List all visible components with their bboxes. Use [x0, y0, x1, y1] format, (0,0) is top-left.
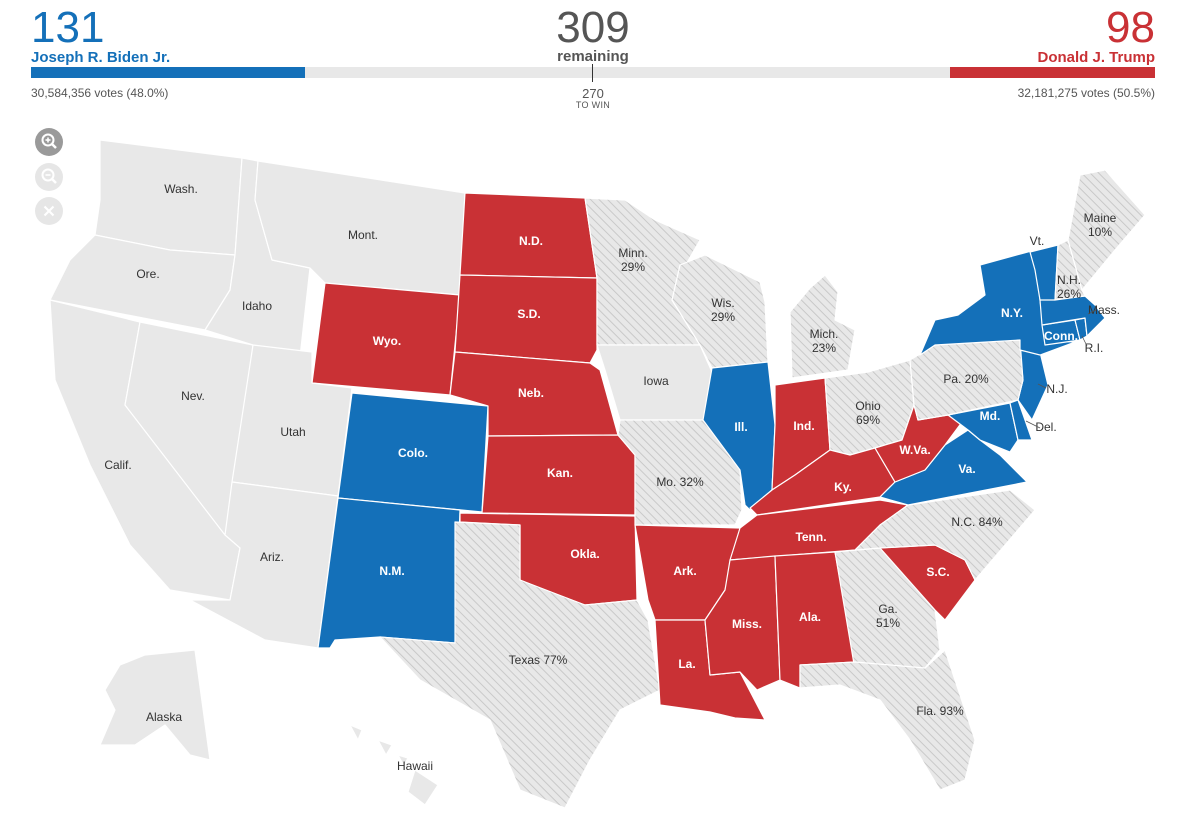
- label-vt: Vt.: [1030, 234, 1045, 248]
- label-ky: Ky.: [834, 480, 852, 494]
- state-labels: Wash. Ore. Calif. Nev. Idaho Mont. Wyo. …: [104, 182, 1120, 773]
- state-il[interactable]: [702, 361, 776, 511]
- label-nv: Nev.: [181, 389, 205, 403]
- label-mt: Mont.: [348, 228, 378, 242]
- label-ok: Okla.: [570, 547, 599, 561]
- state-fl[interactable]: [799, 649, 976, 791]
- label-wy: Wyo.: [373, 334, 401, 348]
- label-la: La.: [678, 657, 695, 671]
- label-fl: Fla. 93%: [916, 704, 964, 718]
- state-nc[interactable]: [854, 489, 1036, 581]
- label-ks: Kan.: [547, 466, 573, 480]
- label-ak: Alaska: [146, 710, 182, 724]
- win-threshold-label: TO WIN: [575, 100, 611, 110]
- state-me[interactable]: [1067, 169, 1146, 291]
- label-ne: Neb.: [518, 386, 544, 400]
- label-ct: Conn.: [1044, 329, 1078, 343]
- label-nc: N.C. 84%: [951, 515, 1003, 529]
- zoom-in-button[interactable]: [35, 128, 63, 156]
- label-sd: S.D.: [517, 307, 540, 321]
- state-leader-lines: [1025, 309, 1097, 429]
- label-az: Ariz.: [260, 550, 284, 564]
- label-al: Ala.: [799, 610, 821, 624]
- state-hi[interactable]: [349, 724, 439, 806]
- label-mi: Mich. 23%: [810, 327, 839, 355]
- label-in: Ind.: [793, 419, 814, 433]
- state-nh[interactable]: [1054, 239, 1086, 301]
- label-de: Del.: [1035, 420, 1056, 434]
- reset-map-button[interactable]: [35, 197, 63, 225]
- label-ma: Mass.: [1088, 303, 1120, 317]
- remaining-count: 309: [556, 3, 630, 52]
- label-pa: Pa. 20%: [943, 372, 989, 386]
- label-md: Md.: [980, 409, 1001, 423]
- label-tn: Tenn.: [795, 530, 826, 544]
- trump-name: Donald J. Trump: [1037, 49, 1155, 66]
- label-ar: Ark.: [673, 564, 696, 578]
- label-ia: Iowa: [643, 374, 669, 388]
- zoom-in-icon: [41, 133, 57, 149]
- label-ut: Utah: [280, 425, 305, 439]
- results-header: 131 Joseph R. Biden Jr. 309 remaining 98…: [0, 0, 1191, 120]
- label-va: Va.: [958, 462, 975, 476]
- label-co: Colo.: [398, 446, 428, 460]
- electoral-bar: [31, 64, 1155, 82]
- label-or: Ore.: [136, 267, 159, 281]
- label-oh: Ohio 69%: [855, 399, 881, 427]
- label-sc: S.C.: [926, 565, 949, 579]
- label-nm: N.M.: [379, 564, 404, 578]
- label-nj: N.J.: [1046, 382, 1067, 396]
- label-hi: Hawaii: [397, 759, 433, 773]
- trump-electoral-count: 98: [1106, 3, 1155, 52]
- label-wi: Wis. 29%: [711, 296, 735, 324]
- state-ak[interactable]: [99, 649, 211, 761]
- state-ma[interactable]: [1039, 295, 1106, 337]
- state-mi[interactable]: [789, 274, 856, 379]
- label-ms: Miss.: [732, 617, 762, 631]
- label-tx: Texas 77%: [509, 653, 568, 667]
- state-tx[interactable]: [379, 521, 661, 809]
- label-mn: Minn. 29%: [618, 246, 647, 274]
- trump-popular-votes: 32,181,275 votes (50.5%): [1017, 86, 1155, 100]
- label-il: Ill.: [734, 420, 747, 434]
- label-ga: Ga. 51%: [876, 602, 900, 630]
- state-vt[interactable]: [1029, 244, 1059, 301]
- state-ky[interactable]: [749, 447, 896, 516]
- biden-electoral-count: 131: [31, 3, 105, 52]
- electoral-bar-trump: [950, 67, 1155, 78]
- label-ny: N.Y.: [1001, 306, 1023, 320]
- state-nj[interactable]: [1017, 349, 1049, 421]
- remaining-label: remaining: [557, 48, 629, 65]
- electoral-bar-biden: [31, 67, 305, 78]
- label-nd: N.D.: [519, 234, 543, 248]
- label-me: Maine 10%: [1084, 211, 1117, 239]
- biden-popular-votes: 30,584,356 votes (48.0%): [31, 86, 169, 100]
- state-wa[interactable]: [94, 139, 243, 256]
- win-threshold-tick: [592, 64, 593, 82]
- win-threshold-number: 270: [582, 86, 604, 101]
- label-nh: N.H. 26%: [1057, 273, 1081, 301]
- label-mo: Mo. 32%: [656, 475, 704, 489]
- label-ri: R.I.: [1085, 341, 1104, 355]
- label-wa: Wash.: [164, 182, 198, 196]
- zoom-out-button[interactable]: [35, 163, 63, 191]
- close-icon: [43, 205, 55, 217]
- label-id: Idaho: [242, 299, 272, 313]
- label-wv: W.Va.: [899, 443, 930, 457]
- biden-name: Joseph R. Biden Jr.: [31, 49, 171, 66]
- zoom-out-icon: [41, 168, 57, 184]
- label-ca: Calif.: [104, 458, 131, 472]
- state-sd[interactable]: [454, 274, 598, 364]
